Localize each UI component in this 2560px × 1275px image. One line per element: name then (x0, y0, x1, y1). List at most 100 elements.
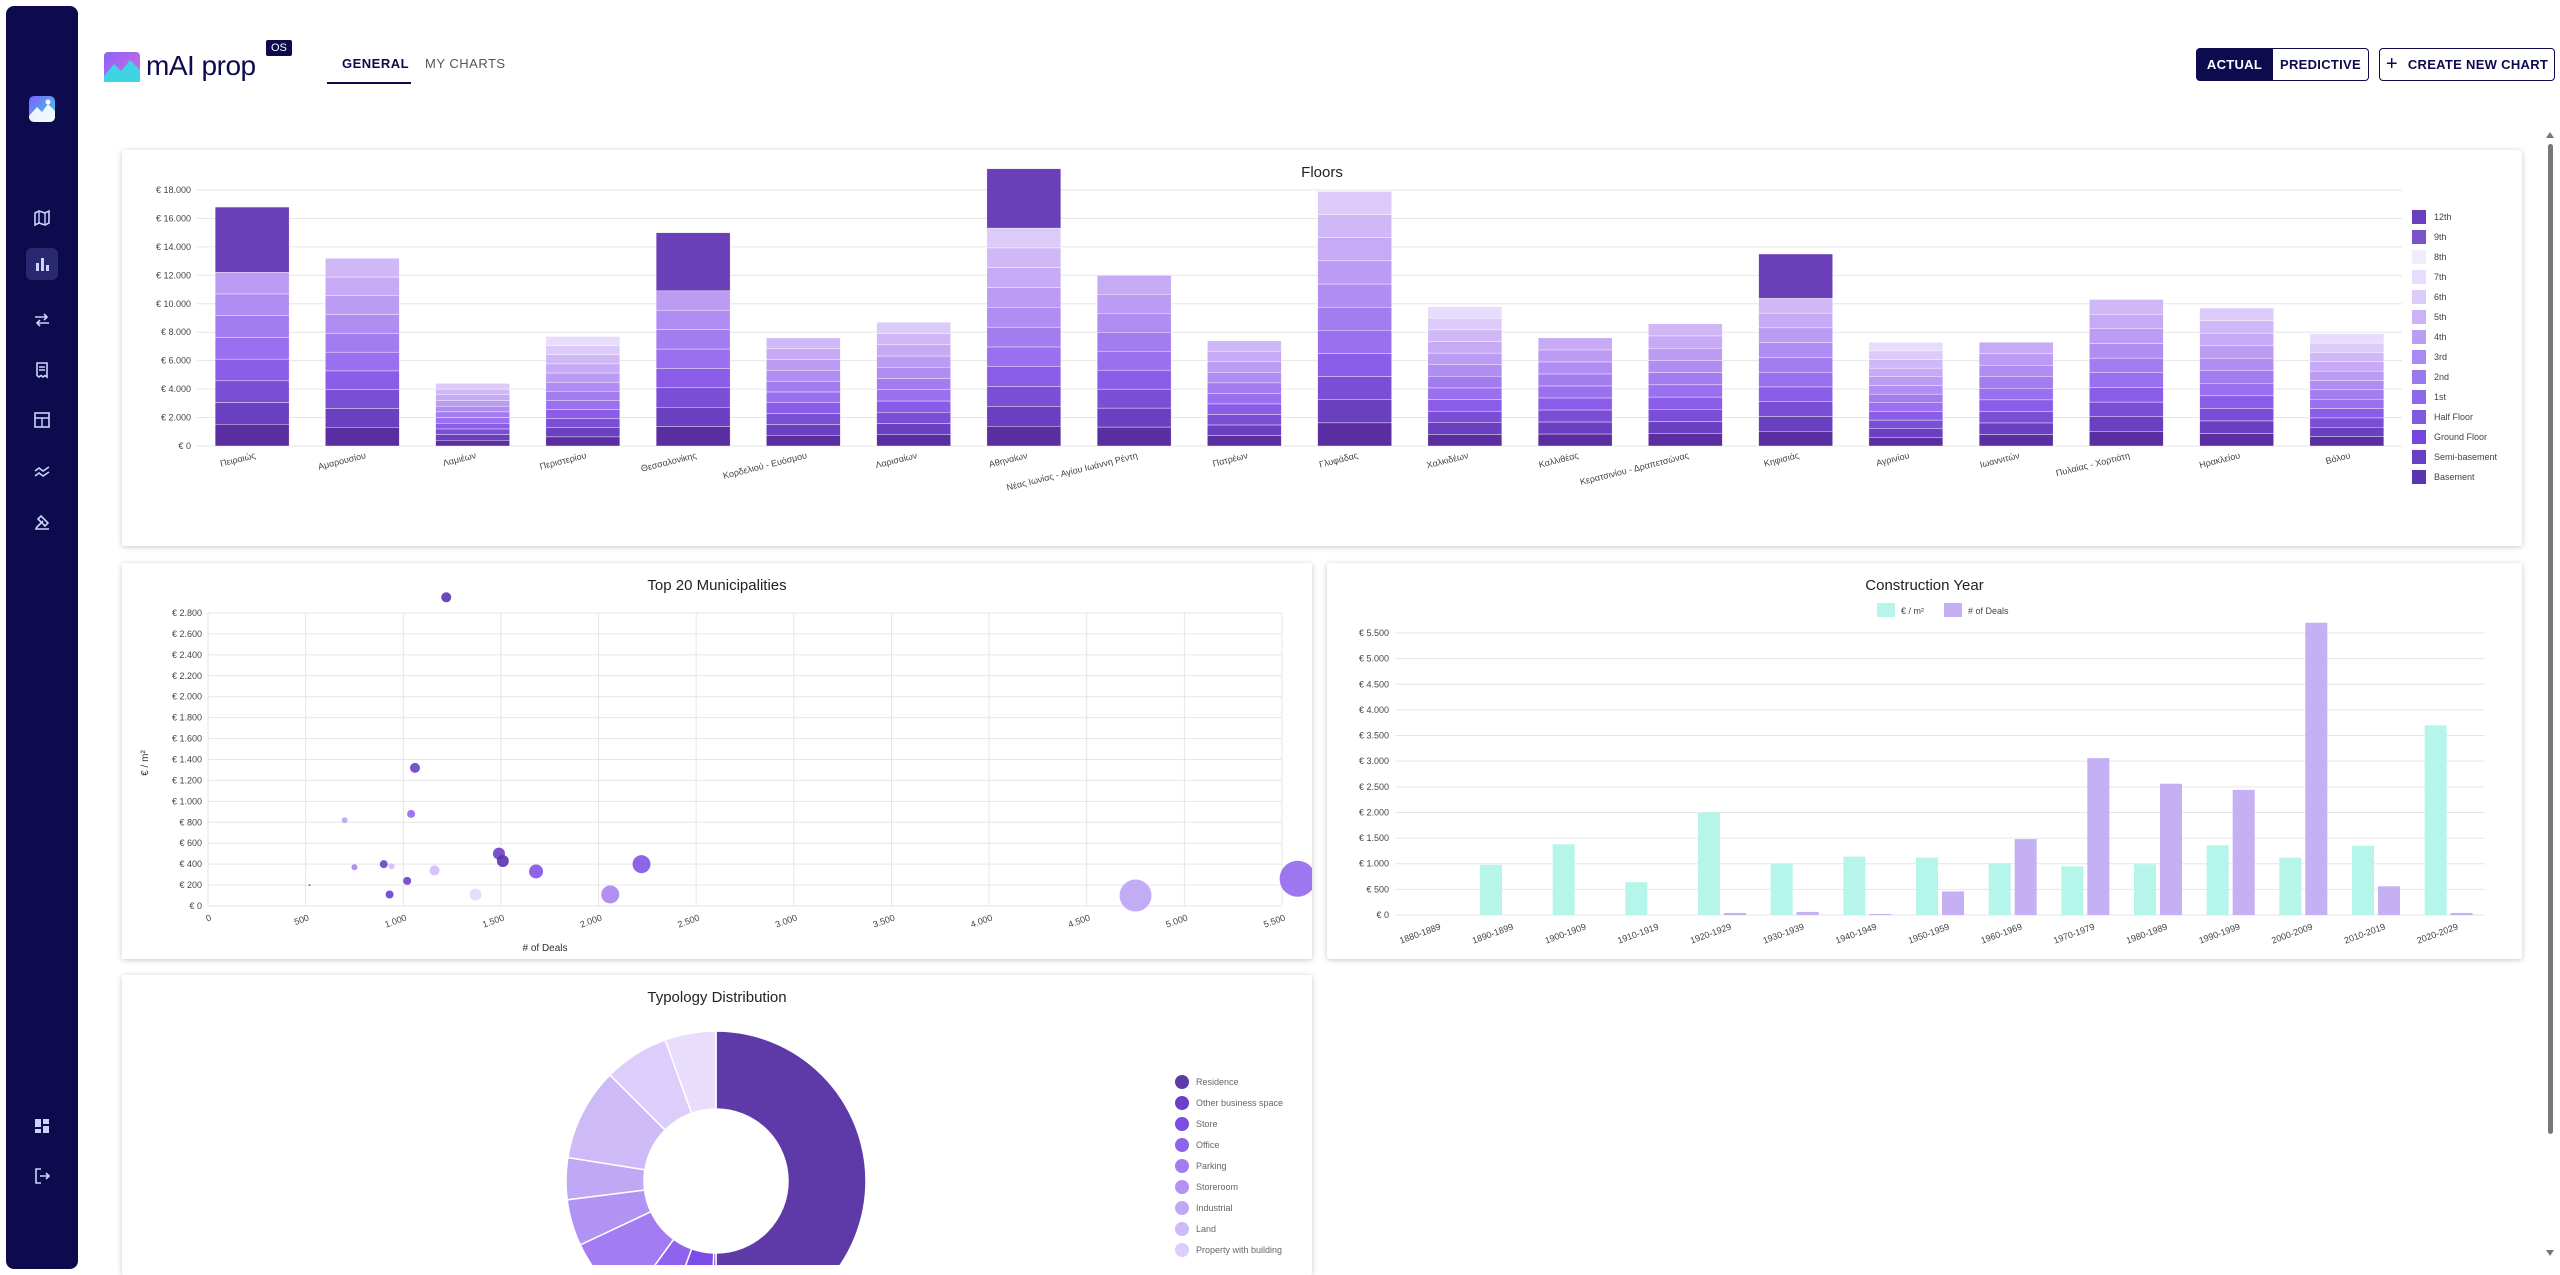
legend-swatch (2412, 210, 2426, 224)
bar-segment (1096, 313, 1172, 333)
y-tick-label: € 2.500 (1359, 782, 1389, 792)
bar-segment (986, 346, 1062, 367)
legend-label: Ground Floor (2434, 432, 2487, 442)
municipalities-chart-card: Top 20 Municipalities € 0 € 200 € 400 € 600… (122, 563, 1312, 959)
bar-segment (1096, 294, 1172, 314)
legend-label: 5th (2434, 312, 2447, 322)
y-axis-label: € / m² (140, 750, 151, 776)
bar-segment (876, 412, 951, 424)
mode-toggle: ACTUAL PREDICTIVE (2196, 48, 2369, 81)
bar (1552, 844, 1575, 915)
bar (1770, 863, 1793, 915)
bar-segment (1758, 298, 1833, 314)
y-tick-label: € 400 (179, 859, 202, 869)
bar-segment (2199, 320, 2274, 334)
scatter-point (529, 864, 544, 879)
bar-segment (1868, 437, 1944, 447)
create-new-chart-button[interactable]: + CREATE NEW CHART (2379, 48, 2555, 81)
bar-segment (1978, 388, 2054, 401)
tab-general[interactable]: GENERAL (342, 56, 410, 71)
legend-swatch (2412, 330, 2426, 344)
bar-segment (435, 428, 510, 435)
y-tick-label: € 10.000 (156, 299, 191, 309)
x-tick-label: 1.000 (383, 912, 408, 929)
legend-label: 1st (2434, 392, 2447, 402)
predictive-button[interactable]: PREDICTIVE (2273, 48, 2369, 81)
bar-segment (1648, 372, 1723, 386)
bar-segment (545, 400, 621, 410)
bar-segment (1317, 330, 1392, 354)
app-logo-icon[interactable] (29, 96, 55, 122)
scroll-up-arrow-icon[interactable] (2546, 132, 2554, 138)
bar-segment (1868, 350, 1944, 360)
legend-swatch (2412, 410, 2426, 424)
x-tick-label: Ιωαννιτών (1979, 450, 2021, 470)
legend-swatch (2412, 470, 2426, 484)
y-tick-label: € 2.800 (172, 608, 202, 618)
bar-segment (1207, 403, 1282, 415)
bar-segment (1758, 431, 1833, 447)
compare-arrows-icon[interactable] (26, 304, 58, 336)
bar-segment (1758, 386, 1833, 402)
y-tick-label: € 2.400 (172, 650, 202, 660)
scatter-point (1119, 879, 1152, 912)
scatter-point (308, 884, 311, 887)
legend-label: Residence (1196, 1077, 1239, 1087)
y-tick-label: € 1.000 (1359, 859, 1389, 869)
map-icon[interactable] (26, 202, 58, 234)
bar-segment (1758, 342, 1833, 358)
bar-segment (1317, 237, 1392, 262)
scatter-point (441, 592, 452, 603)
bar-segment (2089, 372, 2164, 388)
pie-slice (654, 1238, 693, 1265)
bar-segment (1207, 424, 1282, 436)
bar-segment (1868, 428, 1944, 438)
bar-segment (2309, 361, 2385, 372)
legend-label: Storeroom (1196, 1182, 1238, 1192)
brand-badge: OS (266, 40, 292, 56)
tab-my-charts[interactable]: MY CHARTS (425, 56, 506, 71)
dashboard-icon[interactable] (26, 1110, 58, 1142)
scroll-down-arrow-icon[interactable] (2546, 1250, 2554, 1256)
bar-segment (2199, 307, 2274, 321)
active-tab-indicator (327, 82, 411, 84)
bar-segment (1096, 350, 1172, 371)
bar-segment (1978, 399, 2054, 412)
x-tick-label: 3.000 (774, 912, 799, 929)
bar-segment (1648, 347, 1723, 361)
y-tick-label: € 8.000 (161, 327, 191, 337)
receipt-icon[interactable] (26, 354, 58, 386)
y-tick-label: € 2.000 (161, 413, 191, 423)
bar-segment (435, 400, 510, 407)
layout-icon[interactable] (26, 404, 58, 436)
trend-icon[interactable] (26, 456, 58, 488)
bar-segment (1978, 376, 2054, 389)
bar-segment (876, 423, 951, 435)
bar-segment (1317, 214, 1392, 238)
bar-segment (1096, 407, 1172, 428)
x-tick-label: Πειραιώς (219, 450, 257, 469)
tool-icon[interactable] (26, 506, 58, 538)
bar-segment (1648, 323, 1723, 337)
bar-segment (325, 408, 400, 428)
scroll-thumb[interactable] (2548, 144, 2553, 1134)
bar-segment (435, 423, 510, 430)
bar-segment (2199, 433, 2274, 447)
page-scrollbar[interactable] (2546, 130, 2554, 1256)
legend-swatch (2412, 350, 2426, 364)
legend-swatch (2412, 270, 2426, 284)
bar-segment (1758, 401, 1833, 417)
bar-segment (1868, 419, 1944, 429)
x-tick-label: Κερατσινίου - Δραπετσώνας (1579, 450, 1691, 487)
logout-icon[interactable] (26, 1160, 58, 1192)
actual-button[interactable]: ACTUAL (2196, 48, 2273, 81)
x-tick-label: 2010-2019 (2343, 921, 2387, 945)
bar-chart-icon[interactable] (26, 248, 58, 280)
bar-segment (986, 326, 1062, 348)
bar (1698, 812, 1720, 915)
bar-segment (1758, 327, 1833, 343)
bar-segment (1317, 353, 1392, 377)
scatter-point (429, 865, 440, 876)
bar-segment (655, 348, 731, 369)
legend-label: 12th (2434, 212, 2452, 222)
